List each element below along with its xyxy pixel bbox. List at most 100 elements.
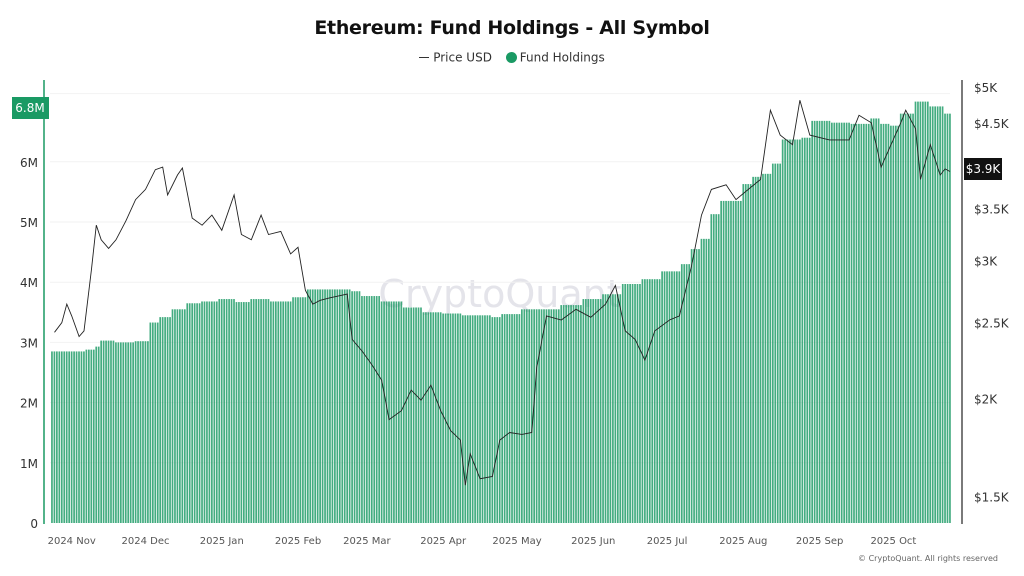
- fund-holdings-bar: [892, 125, 895, 524]
- left-axis-tick-label: 0: [30, 517, 38, 531]
- fund-holdings-bar: [193, 303, 196, 523]
- fund-holdings-bar: [188, 303, 191, 523]
- fund-holdings-bar: [186, 303, 189, 523]
- fund-holdings-bar: [65, 351, 68, 523]
- fund-holdings-bar: [447, 313, 449, 523]
- fund-holdings-bar: [899, 113, 902, 523]
- fund-holdings-bar: [161, 317, 164, 523]
- fund-holdings-bar: [196, 303, 198, 523]
- fund-holdings-bar: [100, 340, 103, 523]
- fund-holdings-bar: [540, 309, 543, 523]
- fund-holdings-bar: [794, 139, 796, 523]
- fund-holdings-bar: [885, 123, 887, 524]
- fund-holdings-bar: [584, 299, 587, 523]
- fund-holdings-bar: [112, 340, 115, 523]
- fund-holdings-bar: [875, 118, 877, 524]
- fund-holdings-bar: [356, 291, 358, 523]
- fund-holdings-bar: [334, 289, 336, 523]
- fund-holdings-bar: [88, 349, 90, 523]
- price-line: [54, 100, 951, 486]
- fund-holdings-bar: [781, 139, 784, 523]
- fund-holdings-bar: [700, 238, 703, 523]
- fund-holdings-bar: [183, 309, 186, 523]
- fund-holdings-bar: [154, 322, 157, 523]
- fund-holdings-bar: [607, 294, 609, 523]
- fund-holdings-bar: [230, 299, 233, 523]
- fund-holdings-bar: [725, 200, 727, 523]
- fund-holdings-bar: [636, 284, 639, 523]
- fund-holdings-bar: [525, 309, 528, 523]
- fund-holdings-bar: [808, 137, 811, 523]
- fund-holdings-bar: [742, 184, 745, 523]
- legend-price[interactable]: Price USD: [433, 50, 492, 65]
- fund-holdings-bar: [867, 123, 870, 524]
- fund-holdings-bar: [644, 279, 646, 523]
- fund-holdings-bar: [338, 289, 341, 523]
- fund-holdings-bar: [247, 302, 250, 523]
- fund-holdings-bar: [835, 122, 838, 524]
- fund-holdings-bar: [191, 303, 194, 523]
- fund-holdings-bar: [97, 346, 100, 523]
- fund-holdings-bar: [297, 297, 299, 523]
- fund-holdings-bar: [712, 214, 715, 523]
- fund-holdings-bar: [685, 264, 688, 523]
- left-axis-tick-label: 6M: [20, 156, 38, 170]
- fund-holdings-bar: [110, 340, 112, 523]
- fund-holdings-bar: [284, 301, 287, 523]
- fund-holdings-bar: [225, 299, 228, 523]
- fund-holdings-bar: [663, 271, 666, 523]
- fund-holdings-bar: [897, 125, 900, 524]
- fund-holdings-bar: [329, 289, 331, 523]
- fund-holdings-bar: [922, 101, 924, 523]
- fund-holdings-bar: [806, 137, 809, 523]
- fund-holdings-bar: [796, 139, 799, 523]
- fund-holdings-bar: [703, 238, 705, 523]
- fund-holdings-bar: [668, 271, 671, 523]
- fund-holdings-bar: [314, 289, 317, 523]
- fund-holdings-bar: [572, 305, 575, 523]
- fund-holdings-bar: [299, 297, 302, 523]
- fund-holdings-bar: [144, 341, 147, 523]
- legend-fund-holdings[interactable]: Fund Holdings: [519, 50, 605, 65]
- fund-holdings-bar: [489, 315, 491, 523]
- fund-holdings-bar: [865, 123, 868, 524]
- fund-holdings-bar: [243, 302, 245, 523]
- fund-holdings-bar: [156, 322, 159, 523]
- fund-holdings-bar: [176, 309, 179, 523]
- fund-holdings-bar: [907, 113, 909, 523]
- fund-holdings-bar: [521, 309, 523, 523]
- fund-holdings-bar: [442, 313, 444, 523]
- fund-holdings-bar: [363, 296, 366, 523]
- fund-holdings-bar: [444, 313, 447, 523]
- fund-holdings-bar: [388, 301, 390, 523]
- fund-holdings-bar: [828, 120, 831, 523]
- fund-holdings-bar: [324, 289, 326, 523]
- fund-holdings-bar: [803, 137, 806, 523]
- fund-holdings-bar: [688, 264, 691, 523]
- fund-holdings-bar: [417, 307, 420, 523]
- fund-holdings-bar: [316, 289, 319, 523]
- fund-holdings-bar: [939, 106, 941, 523]
- fund-holdings-bar: [250, 299, 253, 523]
- fund-holdings-bar: [609, 294, 612, 523]
- x-axis-tick-label: 2024 Nov: [48, 536, 96, 547]
- fund-holdings-bar: [934, 106, 937, 523]
- x-axis-tick-label: 2025 Jul: [647, 536, 688, 547]
- fund-holdings-bar: [174, 309, 176, 523]
- fund-holdings-bar: [353, 291, 356, 523]
- fund-holdings-bar: [459, 313, 462, 523]
- fund-holdings-bar: [801, 137, 804, 523]
- fund-holdings-bar: [498, 317, 501, 523]
- fund-holdings-bar: [407, 307, 410, 523]
- x-axis-tick-label: 2025 Jan: [200, 536, 244, 547]
- fund-holdings-bar: [255, 299, 258, 523]
- fund-holdings-bar: [437, 312, 440, 523]
- fund-holdings-bar: [302, 297, 304, 523]
- fund-holdings-bar: [346, 289, 349, 523]
- fund-holdings-bar: [147, 341, 149, 523]
- fund-holdings-bar: [321, 289, 324, 523]
- fund-holdings-bar: [843, 122, 846, 524]
- fund-holdings-bar: [501, 314, 504, 523]
- fund-holdings-bar: [757, 176, 759, 523]
- fund-holdings-bar: [75, 351, 78, 523]
